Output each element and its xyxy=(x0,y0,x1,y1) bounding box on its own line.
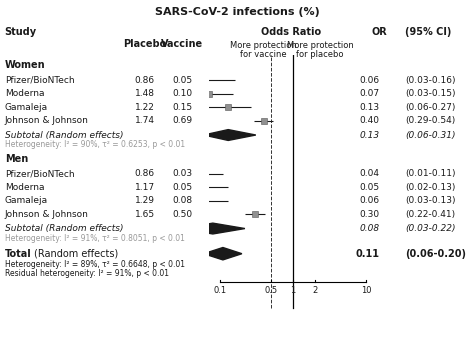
Text: 2: 2 xyxy=(312,286,318,295)
Text: 0.11: 0.11 xyxy=(355,249,379,259)
Text: Vaccine: Vaccine xyxy=(162,39,203,49)
Text: Pfizer/BioNTech: Pfizer/BioNTech xyxy=(5,169,74,178)
Text: 0.13: 0.13 xyxy=(359,130,379,140)
Text: 0.30: 0.30 xyxy=(359,210,379,219)
Text: 0.86: 0.86 xyxy=(135,76,155,85)
Text: (0.03-0.16): (0.03-0.16) xyxy=(405,76,456,85)
Text: Pfizer/BioNTech: Pfizer/BioNTech xyxy=(5,76,74,85)
Text: 0.08: 0.08 xyxy=(359,224,379,233)
Text: (0.03-0.15): (0.03-0.15) xyxy=(405,89,456,98)
Text: (0.22-0.41): (0.22-0.41) xyxy=(405,210,456,219)
Text: 0.05: 0.05 xyxy=(173,76,192,85)
Text: Heterogeneity: I² = 90%, τ² = 0.6253, p < 0.01: Heterogeneity: I² = 90%, τ² = 0.6253, p … xyxy=(5,140,185,149)
Text: 0.07: 0.07 xyxy=(359,89,379,98)
Text: 1.17: 1.17 xyxy=(135,183,155,192)
Text: (0.29-0.54): (0.29-0.54) xyxy=(405,116,456,125)
Polygon shape xyxy=(204,130,256,140)
Text: 1.48: 1.48 xyxy=(135,89,155,98)
Text: Total: Total xyxy=(5,249,31,259)
Text: Residual heterogeneity: I² = 91%, p < 0.01: Residual heterogeneity: I² = 91%, p < 0.… xyxy=(5,269,169,278)
Text: 0.03: 0.03 xyxy=(173,169,192,178)
Text: Placebo: Placebo xyxy=(123,39,166,49)
Text: (0.03-0.22): (0.03-0.22) xyxy=(405,224,456,233)
Text: 1.22: 1.22 xyxy=(135,103,155,112)
Text: 0.13: 0.13 xyxy=(359,103,379,112)
Text: 0.40: 0.40 xyxy=(359,116,379,125)
Text: Moderna: Moderna xyxy=(5,89,44,98)
Text: Johnson & Johnson: Johnson & Johnson xyxy=(5,210,89,219)
Text: Gamaleja: Gamaleja xyxy=(5,196,48,205)
Text: Subtotal (Random effects): Subtotal (Random effects) xyxy=(5,130,123,140)
Text: 0.15: 0.15 xyxy=(173,103,192,112)
Text: 0.86: 0.86 xyxy=(135,169,155,178)
Text: 0.04: 0.04 xyxy=(359,169,379,178)
Text: 0.05: 0.05 xyxy=(359,183,379,192)
Text: Johnson & Johnson: Johnson & Johnson xyxy=(5,116,89,125)
Text: 0.69: 0.69 xyxy=(173,116,192,125)
Text: 0.06: 0.06 xyxy=(359,76,379,85)
Text: Heterogeneity: I² = 91%, τ² = 0.8051, p < 0.01: Heterogeneity: I² = 91%, τ² = 0.8051, p … xyxy=(5,234,184,243)
Polygon shape xyxy=(204,248,242,260)
Text: Heterogeneity: I² = 89%, τ² = 0.6648, p < 0.01: Heterogeneity: I² = 89%, τ² = 0.6648, p … xyxy=(5,260,185,269)
Text: More protection: More protection xyxy=(287,41,353,50)
Polygon shape xyxy=(182,223,245,234)
Text: 1.74: 1.74 xyxy=(135,116,155,125)
Text: More protection: More protection xyxy=(230,41,296,50)
Text: (95% CI): (95% CI) xyxy=(405,26,452,36)
Text: (0.06-0.31): (0.06-0.31) xyxy=(405,130,456,140)
Text: (0.06-0.27): (0.06-0.27) xyxy=(405,103,456,112)
Text: 10: 10 xyxy=(361,286,371,295)
Text: 0.1: 0.1 xyxy=(213,286,227,295)
Text: (0.03-0.13): (0.03-0.13) xyxy=(405,196,456,205)
Text: Gamaleja: Gamaleja xyxy=(5,103,48,112)
Text: 0.06: 0.06 xyxy=(359,196,379,205)
Text: (0.02-0.13): (0.02-0.13) xyxy=(405,183,456,192)
Text: (0.01-0.11): (0.01-0.11) xyxy=(405,169,456,178)
Text: OR: OR xyxy=(371,26,387,36)
Text: 1.29: 1.29 xyxy=(135,196,155,205)
Text: 0.10: 0.10 xyxy=(173,89,192,98)
Text: Subtotal (Random effects): Subtotal (Random effects) xyxy=(5,224,123,233)
Text: 0.08: 0.08 xyxy=(173,196,192,205)
Text: 0.05: 0.05 xyxy=(173,183,192,192)
Text: 1.65: 1.65 xyxy=(135,210,155,219)
Text: 0.5: 0.5 xyxy=(264,286,278,295)
Text: SARS-CoV-2 infections (%): SARS-CoV-2 infections (%) xyxy=(155,7,319,17)
Text: (0.06-0.20): (0.06-0.20) xyxy=(405,249,466,259)
Text: 1: 1 xyxy=(291,286,296,295)
Text: Women: Women xyxy=(5,60,46,71)
Text: 0.50: 0.50 xyxy=(173,210,192,219)
Text: Moderna: Moderna xyxy=(5,183,44,192)
Text: for vaccine: for vaccine xyxy=(240,50,286,59)
Text: Odds Ratio: Odds Ratio xyxy=(262,26,321,36)
Text: Study: Study xyxy=(5,26,37,36)
Text: Men: Men xyxy=(5,154,28,164)
Text: for placebo: for placebo xyxy=(296,50,344,59)
Text: (Random effects): (Random effects) xyxy=(34,249,118,259)
